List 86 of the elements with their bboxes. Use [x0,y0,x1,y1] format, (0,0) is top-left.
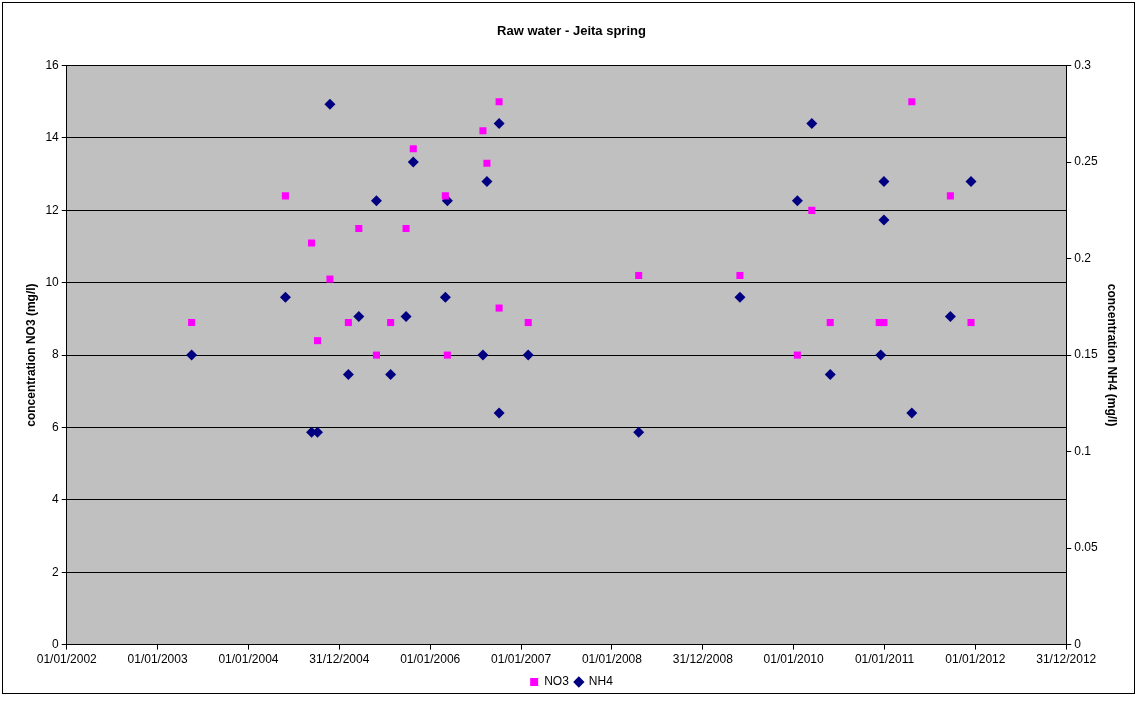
point [736,271,744,280]
point [387,319,395,327]
point [186,349,198,361]
point [965,175,977,187]
point [493,407,505,419]
y-tick-label: 10 [45,275,60,290]
point [880,319,888,327]
point [313,337,322,345]
point [281,192,289,200]
point [944,311,956,322]
point [308,239,316,247]
point [483,159,491,167]
point [479,127,487,135]
y-tick-label: 6 [52,419,60,434]
point [355,224,363,232]
point [400,311,412,322]
point [635,271,643,280]
point [188,319,196,327]
y-tick-label: 4 [52,492,60,507]
point [791,195,803,207]
y-tick-label: 8 [52,347,60,362]
point [439,291,451,303]
y2-tick-label: 0 [1074,636,1082,651]
point [441,192,449,200]
y2-tick-label: 0.25 [1074,154,1098,169]
y2-tick-label: 0.15 [1074,347,1098,362]
point [477,349,489,361]
point [402,224,410,232]
y2-tick-label: 0.05 [1074,540,1098,555]
y2-tick-label: 0.3 [1074,57,1092,72]
y2-tick-label: 0.1 [1074,443,1092,458]
point [633,426,645,438]
x-tick-label: 01/01/2007 [491,652,552,667]
point [495,98,503,106]
point [793,351,801,359]
y2-tick-label: 0.2 [1074,250,1092,265]
point [407,156,419,168]
point [806,118,818,129]
x-tick-label: 31/12/2012 [1036,652,1097,667]
x-tick-label: 31/12/2008 [672,652,734,667]
legend-label: NO3 [544,674,570,689]
point [906,407,918,419]
point [524,319,532,327]
y-tick-label: 14 [45,130,60,145]
point [878,214,890,226]
point [493,118,505,129]
point [409,145,417,153]
y2-axis-title: concentration NH4 (mg/l) [1105,283,1120,427]
x-tick-label: 01/01/2004 [218,652,279,667]
point [878,175,890,187]
x-tick-label: 01/01/2008 [581,652,643,667]
point [324,98,336,110]
point [522,349,534,361]
x-tick-label: 01/01/2012 [945,652,1006,667]
point [443,351,451,359]
point [342,368,354,380]
point [734,291,746,303]
x-tick-label: 01/01/2002 [36,652,98,667]
x-tick-label: 01/01/2011 [854,652,915,667]
point [875,349,887,361]
point [326,275,334,283]
x-tick-label: 01/01/2010 [763,652,825,667]
point [826,319,834,327]
point [967,319,975,327]
chart-title: Raw water - Jeita spring [497,23,646,39]
point [824,368,836,380]
point [946,192,954,200]
y-tick-label: 16 [45,57,60,72]
point [908,98,916,106]
point [808,206,816,214]
point [279,291,291,303]
point [370,195,382,207]
legend-label: NH4 [588,674,614,689]
point [385,368,397,380]
point [344,319,352,327]
point [481,175,493,187]
y-tick-label: 12 [45,202,60,217]
y-axis-title: concentration NO3 (mg/l) [23,283,38,427]
point [353,311,365,322]
x-tick-label: 31/12/2004 [309,652,370,667]
y-tick-label: 2 [52,564,60,579]
y-tick-label: 0 [52,636,60,651]
x-tick-label: 01/01/2003 [127,652,188,667]
point [495,304,503,312]
x-tick-label: 01/01/2006 [400,652,461,667]
point [372,351,380,359]
